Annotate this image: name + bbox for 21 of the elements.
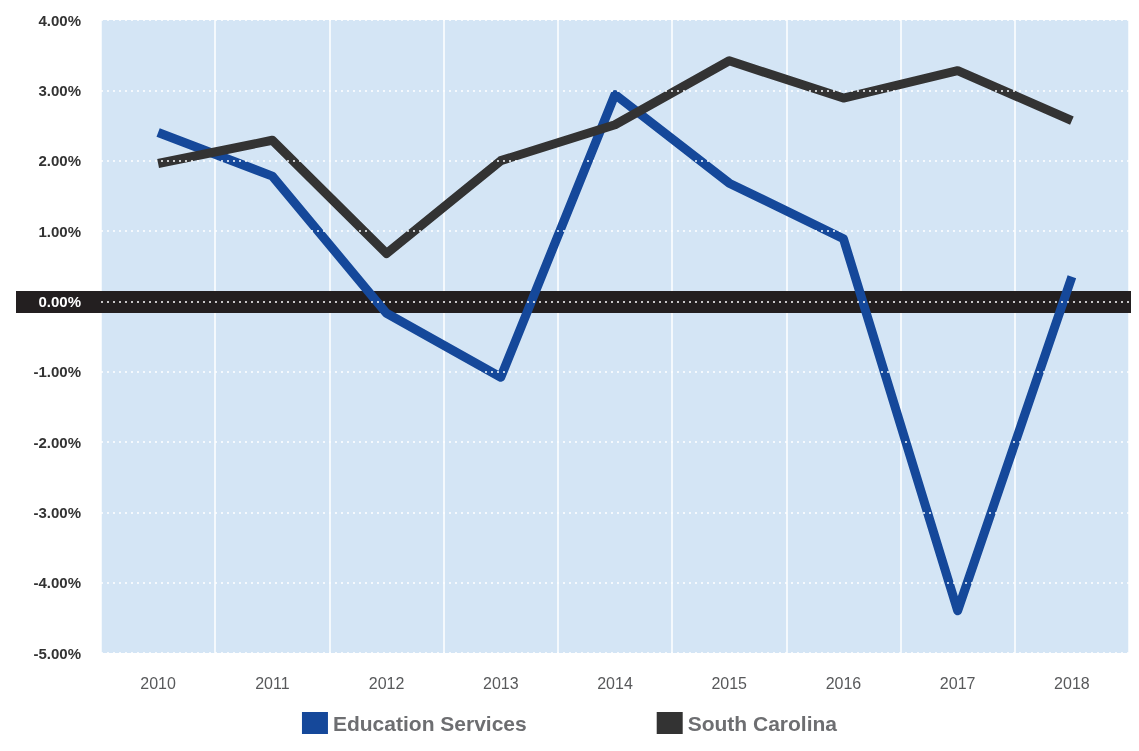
y-tick-label: 1.00% <box>38 222 81 240</box>
x-tick-label: 2014 <box>597 674 633 692</box>
y-tick-label: 3.00% <box>38 81 81 99</box>
x-tick-label: 2010 <box>140 674 177 692</box>
x-tick-label: 2017 <box>939 674 976 692</box>
legend-label: Education Services <box>332 711 527 735</box>
y-tick-label: -5.00% <box>33 644 81 662</box>
x-tick-label: 2011 <box>255 674 290 692</box>
x-tick-label: 2012 <box>368 674 405 692</box>
y-tick-label: -1.00% <box>33 363 81 381</box>
x-tick-label: 2015 <box>711 674 748 692</box>
y-tick-label: -2.00% <box>33 433 81 451</box>
x-tick-label: 2013 <box>482 674 519 692</box>
y-tick-label: 0.00% <box>38 292 81 310</box>
legend-label: South Carolina <box>687 711 838 735</box>
y-tick-label: 4.00% <box>38 11 81 29</box>
x-tick-label: 2016 <box>825 674 862 692</box>
y-tick-label: 2.00% <box>38 152 81 170</box>
x-tick-label: 2018 <box>1054 674 1090 692</box>
y-tick-label: -4.00% <box>33 574 81 592</box>
y-tick-label: -3.00% <box>33 503 81 521</box>
